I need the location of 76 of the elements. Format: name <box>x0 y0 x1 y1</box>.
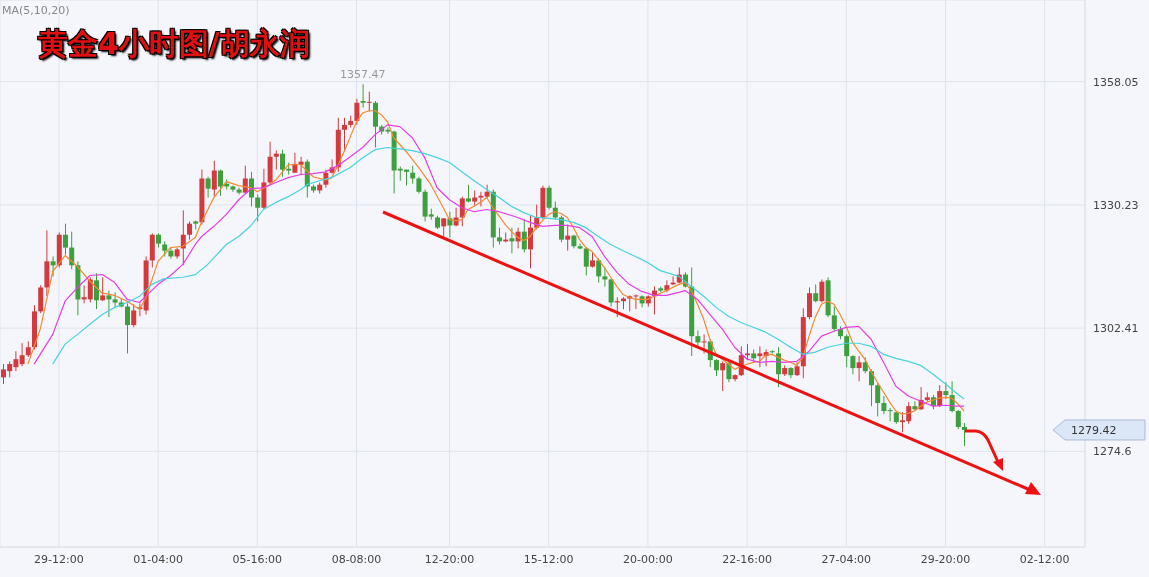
candlestick <box>373 100 378 148</box>
candlestick <box>614 296 620 318</box>
candlestick <box>912 400 918 412</box>
candlestick <box>695 329 701 347</box>
candlestick <box>943 381 949 400</box>
y-tick-label: 1302.41 <box>1093 322 1139 336</box>
candlestick <box>757 345 763 368</box>
candlestick <box>559 215 564 243</box>
candlestick <box>292 152 298 174</box>
candlestick <box>577 243 583 250</box>
candlestick <box>850 354 856 375</box>
candlestick <box>211 160 217 198</box>
candlestick <box>856 355 862 382</box>
candlestick <box>546 185 552 210</box>
candlestick <box>366 91 372 113</box>
annotation: MA(5,10,20) <box>2 4 70 17</box>
x-tick-label: 15-12:00 <box>523 552 574 566</box>
candlestick <box>38 284 44 314</box>
candlestick <box>813 283 819 304</box>
candlestick <box>106 290 112 318</box>
candlestick <box>962 422 967 447</box>
x-tick-label: 05-16:00 <box>232 552 283 566</box>
candlestick <box>726 360 732 383</box>
candlestick <box>19 342 25 367</box>
candlestick <box>509 227 515 254</box>
x-tick-label: 02-12:00 <box>1019 552 1070 566</box>
candlestick <box>887 407 893 422</box>
candlestick <box>602 267 608 288</box>
y-tick-label: 1358.05 <box>1093 75 1139 89</box>
annotation: 1279.42 <box>1071 423 1117 437</box>
candlestick <box>50 255 56 277</box>
candlestick <box>720 360 726 392</box>
candlestick <box>831 306 837 332</box>
candlestick <box>125 302 130 354</box>
annotation: 1357.47 <box>339 68 386 82</box>
candlestick <box>633 294 639 310</box>
candlestick <box>360 83 366 109</box>
x-tick-label: 29-20:00 <box>920 552 971 566</box>
candlestick <box>881 395 887 415</box>
text: 黄金4小时图/胡永润 <box>38 25 310 63</box>
candlestick <box>242 165 248 195</box>
candlestick <box>205 176 211 199</box>
candlestick <box>354 98 360 126</box>
x-tick-label: 20-00:00 <box>623 552 673 566</box>
x-tick-label: 29-12:00 <box>34 552 84 566</box>
candlestick <box>807 286 812 320</box>
x-tick-label: 08-08:00 <box>331 552 382 566</box>
candlestick <box>273 150 279 171</box>
candlestick <box>844 333 850 368</box>
y-tick-label: 1330.23 <box>1093 198 1139 212</box>
candlestick <box>249 171 254 207</box>
candlestick <box>819 278 825 304</box>
candlestick <box>280 149 285 178</box>
candlestick <box>112 291 118 308</box>
candlestick <box>255 193 261 222</box>
candlestick <box>565 224 571 252</box>
candlestick <box>583 247 589 276</box>
candlestick <box>478 191 484 207</box>
y-tick-label: 1274.6 <box>1093 445 1132 459</box>
candlestick <box>608 278 614 307</box>
candlestick <box>94 272 99 310</box>
x-tick-label: 12-20:00 <box>424 552 475 566</box>
candlestick <box>342 117 347 152</box>
x-tick-label: 27-04:00 <box>821 552 872 566</box>
candlestick <box>63 223 68 256</box>
candlestick <box>441 217 447 238</box>
candlestick <box>701 333 707 354</box>
candlestick <box>131 303 137 328</box>
candlestick <box>955 409 961 430</box>
candlestick <box>187 220 192 241</box>
x-tick-label: 22-16:00 <box>722 552 772 566</box>
candlestick <box>875 382 881 417</box>
candlestick <box>596 257 602 284</box>
candlestick <box>218 169 223 197</box>
candlestick <box>100 276 106 302</box>
x-tick-label: 01-04:00 <box>133 552 183 566</box>
